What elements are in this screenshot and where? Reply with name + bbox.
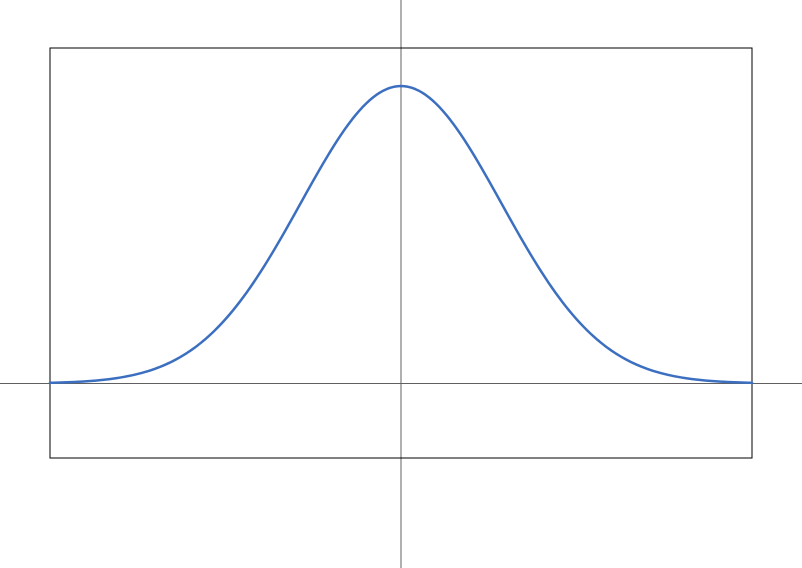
gaussian-curve-chart <box>0 0 802 568</box>
chart-canvas <box>0 0 802 568</box>
